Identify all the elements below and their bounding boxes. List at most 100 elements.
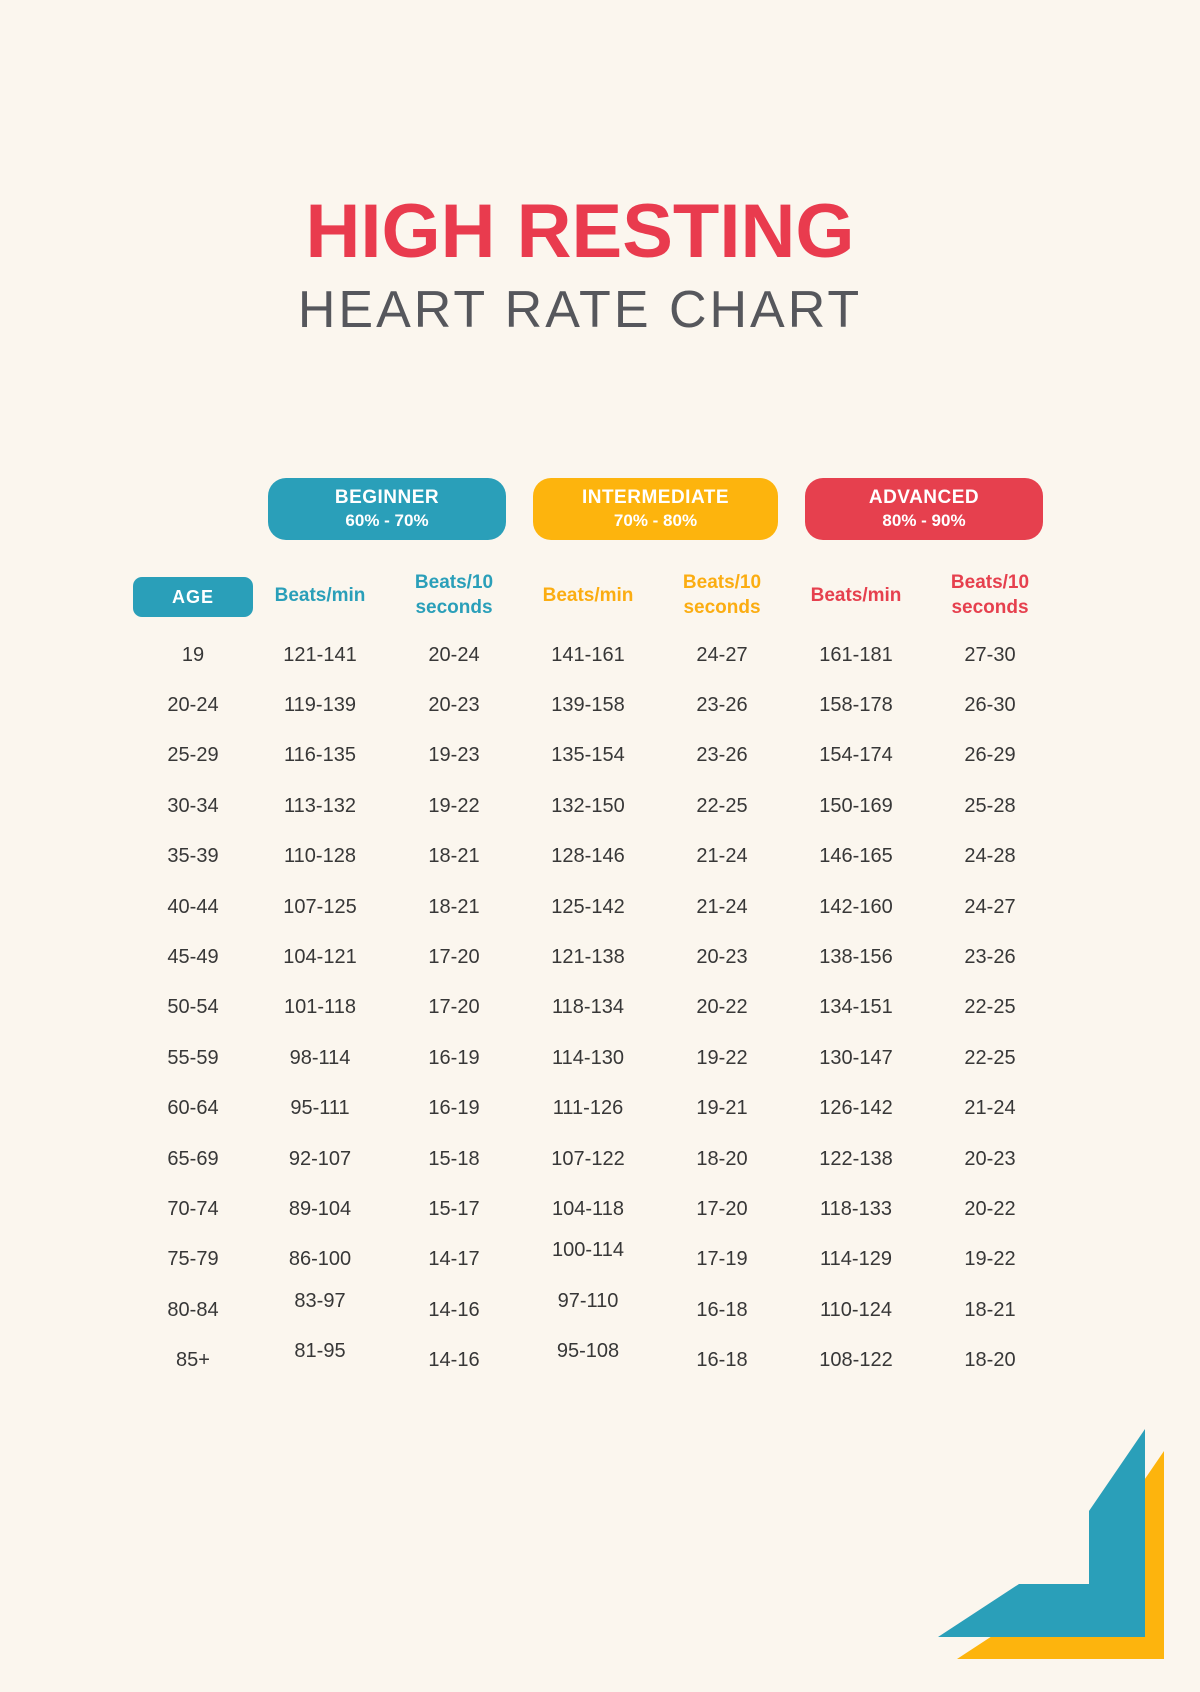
column-header-advanced-beats-10s: Beats/10 seconds [950, 572, 1030, 618]
value-cell: 154-174 [819, 744, 893, 767]
value-cell: 18-20 [696, 1147, 748, 1170]
value-cell: 18-20 [964, 1349, 1016, 1372]
value-cell: 146-165 [819, 845, 893, 868]
age-cell: 20-24 [167, 694, 219, 717]
value-cell: 121-141 [283, 643, 357, 666]
value-cell: 17-20 [428, 946, 480, 969]
value-cell: 19-22 [964, 1248, 1016, 1271]
value-cell: 16-19 [428, 1097, 480, 1120]
value-cell: 16-19 [428, 1046, 480, 1069]
age-cell: 80-84 [167, 1298, 219, 1321]
level-name: INTERMEDIATE [581, 486, 730, 508]
value-cell: 107-125 [283, 895, 357, 918]
value-cell: 150-169 [819, 794, 893, 817]
value-cell: 20-23 [964, 1147, 1016, 1170]
value-cell: 21-24 [964, 1097, 1016, 1120]
level-pill-intermediate: INTERMEDIATE 70% - 80% [533, 478, 778, 540]
value-cell: 81-95 [294, 1340, 346, 1363]
value-cell: 114-130 [552, 1046, 624, 1069]
age-cell: 70-74 [167, 1197, 219, 1220]
value-cell: 23-26 [964, 946, 1016, 969]
value-cell: 104-121 [283, 946, 357, 969]
value-cell: 110-124 [820, 1298, 892, 1321]
age-cell: 75-79 [167, 1248, 219, 1271]
table-header-row: AGE Beats/min Beats/10 seconds Beats/min… [0, 565, 1200, 627]
value-cell: 141-161 [551, 643, 625, 666]
value-cell: 16-18 [696, 1349, 748, 1372]
title-line2: HEART RATE CHART [297, 280, 863, 339]
value-cell: 135-154 [551, 744, 625, 767]
value-cell: 14-16 [428, 1298, 480, 1321]
value-cell: 116-135 [284, 744, 356, 767]
age-cell: 65-69 [167, 1147, 219, 1170]
value-cell: 22-25 [964, 996, 1016, 1019]
value-cell: 27-30 [964, 643, 1016, 666]
age-cell: 45-49 [167, 946, 219, 969]
column-header-advanced-beats-min: Beats/min [810, 584, 902, 606]
value-cell: 19-21 [696, 1097, 748, 1120]
value-cell: 89-104 [288, 1197, 352, 1220]
value-cell: 22-25 [964, 1046, 1016, 1069]
value-cell: 14-17 [428, 1248, 480, 1271]
age-cell: 50-54 [167, 996, 219, 1019]
level-range: 80% - 90% [882, 511, 966, 531]
column-header-intermediate-beats-10s: Beats/10 seconds [682, 572, 762, 618]
value-cell: 92-107 [288, 1147, 352, 1170]
value-cell: 17-19 [696, 1248, 748, 1271]
value-cell: 158-178 [819, 694, 893, 717]
value-cell: 18-21 [428, 845, 480, 868]
value-cell: 25-28 [964, 794, 1016, 817]
value-cell: 132-150 [551, 794, 625, 817]
age-cell: 40-44 [167, 895, 219, 918]
value-cell: 110-128 [284, 845, 356, 868]
age-cell: 19 [181, 643, 205, 666]
value-cell: 119-139 [284, 694, 356, 717]
value-cell: 139-158 [551, 694, 625, 717]
value-cell: 21-24 [696, 845, 748, 868]
value-cell: 100-114 [552, 1239, 624, 1262]
value-cell: 20-23 [696, 946, 748, 969]
table-body: 19 121-141 20-24 141-161 24-27 161-181 27-30 20… [133, 630, 1057, 1386]
value-cell: 19-23 [428, 744, 480, 767]
corner-arrow-decoration [938, 1429, 1164, 1659]
value-cell: 101-118 [284, 996, 356, 1019]
value-cell: 26-30 [964, 694, 1016, 717]
value-cell: 83-97 [294, 1289, 346, 1312]
value-cell: 130-147 [819, 1046, 893, 1069]
value-cell: 128-146 [551, 845, 625, 868]
value-cell: 22-25 [696, 794, 748, 817]
value-cell: 24-27 [696, 643, 748, 666]
value-cell: 24-27 [964, 895, 1016, 918]
value-cell: 107-122 [551, 1147, 625, 1170]
age-cell: 30-34 [167, 794, 219, 817]
age-cell: 55-59 [167, 1046, 219, 1069]
value-cell: 19-22 [428, 794, 480, 817]
value-cell: 24-28 [964, 845, 1016, 868]
value-cell: 138-156 [819, 946, 893, 969]
value-cell: 114-129 [820, 1248, 892, 1271]
value-cell: 26-29 [964, 744, 1016, 767]
title-line1: HIGH RESTING [305, 189, 855, 274]
value-cell: 23-26 [696, 744, 748, 767]
level-name: BEGINNER [334, 486, 440, 508]
age-column-header: AGE [133, 577, 253, 617]
value-cell: 134-151 [819, 996, 893, 1019]
value-cell: 21-24 [696, 895, 748, 918]
age-cell: 60-64 [167, 1097, 219, 1120]
value-cell: 95-111 [290, 1097, 350, 1120]
value-cell: 95-108 [556, 1340, 620, 1363]
value-cell: 18-21 [964, 1298, 1016, 1321]
corner-arrow-teal-shape [938, 1429, 1145, 1637]
value-cell: 118-134 [552, 996, 624, 1019]
column-header-beginner-beats-10s: Beats/10 seconds [414, 572, 494, 618]
level-pill-advanced: ADVANCED 80% - 90% [805, 478, 1043, 540]
value-cell: 108-122 [819, 1349, 893, 1372]
value-cell: 98-114 [289, 1046, 351, 1069]
value-cell: 86-100 [288, 1248, 352, 1271]
value-cell: 15-18 [428, 1147, 480, 1170]
value-cell: 97-110 [557, 1289, 619, 1312]
value-cell: 19-22 [696, 1046, 748, 1069]
value-cell: 142-160 [819, 895, 893, 918]
value-cell: 104-118 [552, 1197, 624, 1220]
